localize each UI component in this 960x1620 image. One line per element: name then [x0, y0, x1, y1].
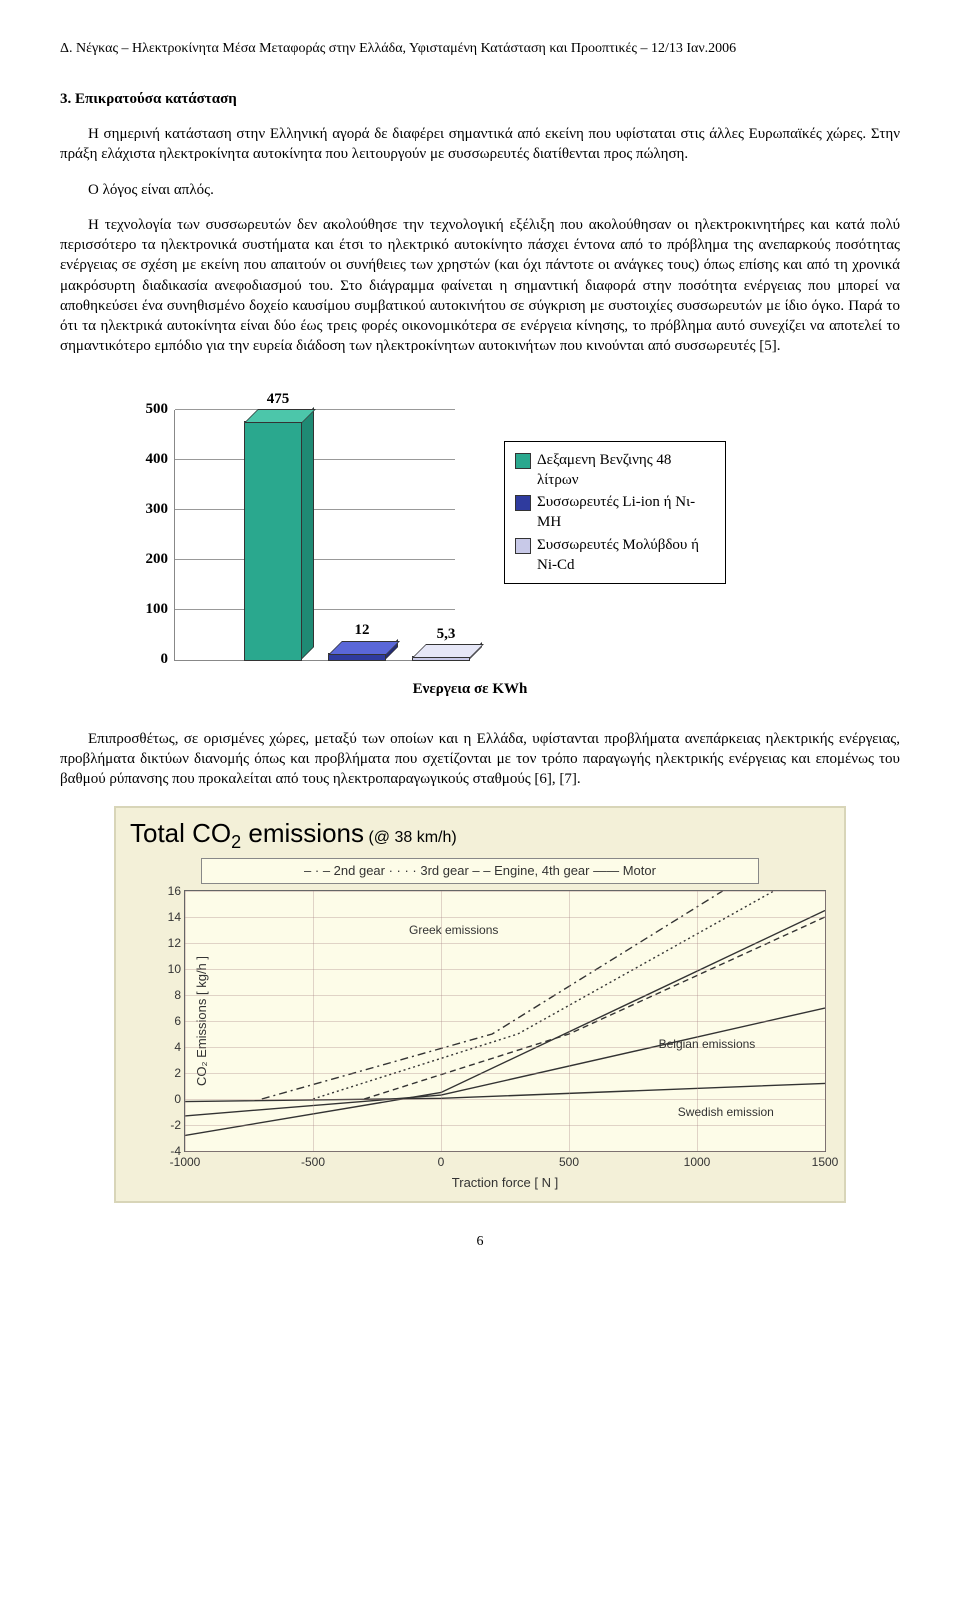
y-tick: 8 — [174, 987, 181, 1003]
y-tick: 100 — [134, 599, 168, 619]
x-tick: 500 — [559, 1154, 579, 1170]
legend-item: Δεξαμενη Βενζινης 48 λίτρων — [515, 450, 715, 491]
legend-item: Συσσωρευτές Li-ion ή Νι-ΜΗ — [515, 492, 715, 533]
x-tick: 1000 — [684, 1154, 711, 1170]
x-axis-label: Ενεργεια σε KWh — [170, 679, 770, 699]
energy-bar-chart: 0 100 200 300 400 500 475 12 5,3 Δεξαμενη Βενζιν… — [130, 381, 900, 699]
paragraph: Η τεχνολογία των συσσωρευτών δεν ακολούθ… — [60, 215, 900, 357]
body-text: Η σημερινή κατάσταση στην Ελληνική αγορά… — [60, 124, 900, 357]
chart-legend: Δεξαμενη Βενζινης 48 λίτρωνΣυσσωρευτές L… — [504, 441, 726, 585]
y-tick: 300 — [134, 499, 168, 519]
series-motor-greek — [185, 910, 825, 1135]
y-tick: 0 — [134, 649, 168, 669]
y-tick: 200 — [134, 549, 168, 569]
annotation: Belgian emissions — [659, 1036, 756, 1052]
y-tick: 14 — [168, 909, 181, 925]
x-tick: 0 — [438, 1154, 445, 1170]
page-number: 6 — [60, 1233, 900, 1252]
y-tick: 2 — [174, 1065, 181, 1081]
bar-value-label: 12 — [328, 620, 396, 640]
y-tick: 400 — [134, 449, 168, 469]
paragraph: Επιπροσθέτως, σε ορισμένες χώρες, μεταξύ… — [60, 729, 900, 790]
y-tick: 16 — [168, 883, 181, 899]
y-tick: 500 — [134, 399, 168, 419]
series-4th-gear — [364, 917, 825, 1099]
y-tick: 12 — [168, 935, 181, 951]
annotation: Greek emissions — [409, 922, 498, 938]
x-axis-label: Traction force [ N ] — [180, 1174, 830, 1192]
y-tick: 0 — [174, 1091, 181, 1107]
emissions-legend: – · – 2nd gear · · · · 3rd gear – – Engi… — [201, 858, 759, 884]
y-tick: 6 — [174, 1013, 181, 1029]
bar-value-label: 475 — [244, 389, 312, 409]
emissions-chart: Total CO2 emissions (@ 38 km/h) – · – 2n… — [60, 806, 900, 1204]
paragraph: Η σημερινή κατάσταση στην Ελληνική αγορά… — [60, 124, 900, 165]
annotation: Swedish emission — [678, 1104, 774, 1120]
page-header: Δ. Νέγκας – Ηλεκτροκίνητα Μέσα Μεταφοράς… — [60, 40, 900, 59]
x-tick: -500 — [301, 1154, 325, 1170]
emissions-title: Total CO2 emissions (@ 38 km/h) — [130, 816, 830, 854]
y-tick: -2 — [170, 1117, 181, 1133]
legend-item: Συσσωρευτές Μολύβδου ή Ni-Cd — [515, 535, 715, 576]
section-title: 3. Επικρατούσα κατάσταση — [60, 89, 900, 109]
y-tick: -4 — [170, 1143, 181, 1159]
bar-value-label: 5,3 — [412, 624, 480, 644]
y-tick: 10 — [168, 961, 181, 977]
x-tick: 1500 — [812, 1154, 839, 1170]
y-tick: 4 — [174, 1039, 181, 1055]
paragraph: Ο λόγος είναι απλός. — [60, 180, 900, 200]
